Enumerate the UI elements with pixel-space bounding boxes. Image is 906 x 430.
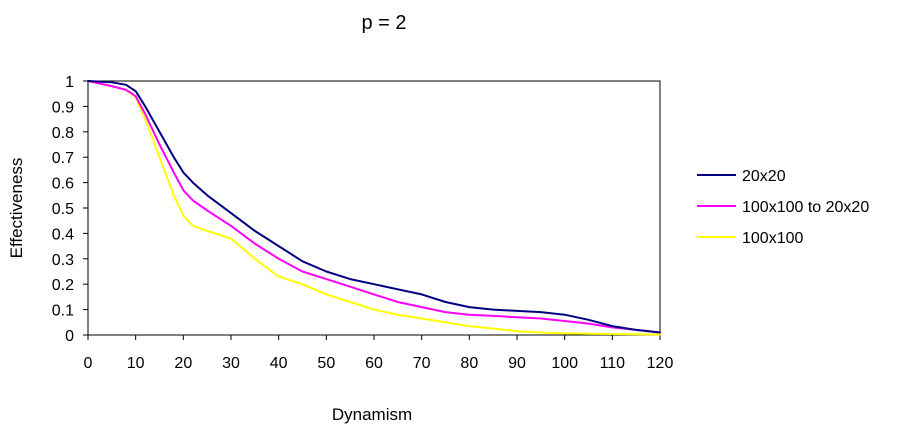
plot-area xyxy=(87,80,661,336)
x-axis: 0 10 20 30 40 50 60 70 80 90 100 110 120 xyxy=(84,335,674,372)
x-tick-label: 100 xyxy=(551,355,578,372)
x-tick-label: 110 xyxy=(600,355,626,372)
y-tick-label: 0.2 xyxy=(52,277,74,294)
legend-label: 100x100 xyxy=(742,230,803,247)
y-tick-label: 0.9 xyxy=(52,99,74,116)
x-tick-label: 20 xyxy=(174,355,192,372)
series-lines xyxy=(87,80,661,336)
x-tick-label: 80 xyxy=(460,355,478,372)
y-tick-label: 0.3 xyxy=(52,252,74,269)
x-tick-label: 70 xyxy=(413,355,431,372)
y-tick-label: 0.1 xyxy=(52,303,74,320)
series-line-100x100 xyxy=(87,80,661,336)
series-line-20x20 xyxy=(87,80,661,334)
x-tick-label: 40 xyxy=(270,355,288,372)
legend: 20x20 100x100 to 20x20 100x100 xyxy=(697,168,869,247)
x-tick-label: 90 xyxy=(508,355,526,372)
y-tick-label: 0 xyxy=(65,328,74,345)
y-axis: 0 0.1 0.2 0.3 0.4 0.5 0.6 0.7 0.8 0.9 1 xyxy=(52,74,88,345)
x-tick-label: 60 xyxy=(365,355,383,372)
x-tick-label: 0 xyxy=(84,355,93,372)
y-tick-label: 1 xyxy=(65,74,74,91)
chart-title: p = 2 xyxy=(361,12,406,34)
x-tick-label: 30 xyxy=(222,355,240,372)
y-axis-label: Effectiveness xyxy=(7,158,26,259)
x-axis-label: Dynamism xyxy=(332,405,412,424)
y-tick-label: 0.5 xyxy=(52,201,74,218)
y-tick-label: 0.4 xyxy=(52,226,74,243)
y-tick-label: 0.7 xyxy=(52,150,74,167)
legend-label: 20x20 xyxy=(742,168,786,185)
x-tick-label: 10 xyxy=(127,355,145,372)
x-tick-label: 120 xyxy=(647,355,674,372)
x-tick-label: 50 xyxy=(317,355,335,372)
y-tick-label: 0.8 xyxy=(52,125,74,142)
y-tick-label: 0.6 xyxy=(52,176,74,193)
legend-label: 100x100 to 20x20 xyxy=(742,199,869,216)
series-line-100x100-to-20x20 xyxy=(87,80,661,334)
